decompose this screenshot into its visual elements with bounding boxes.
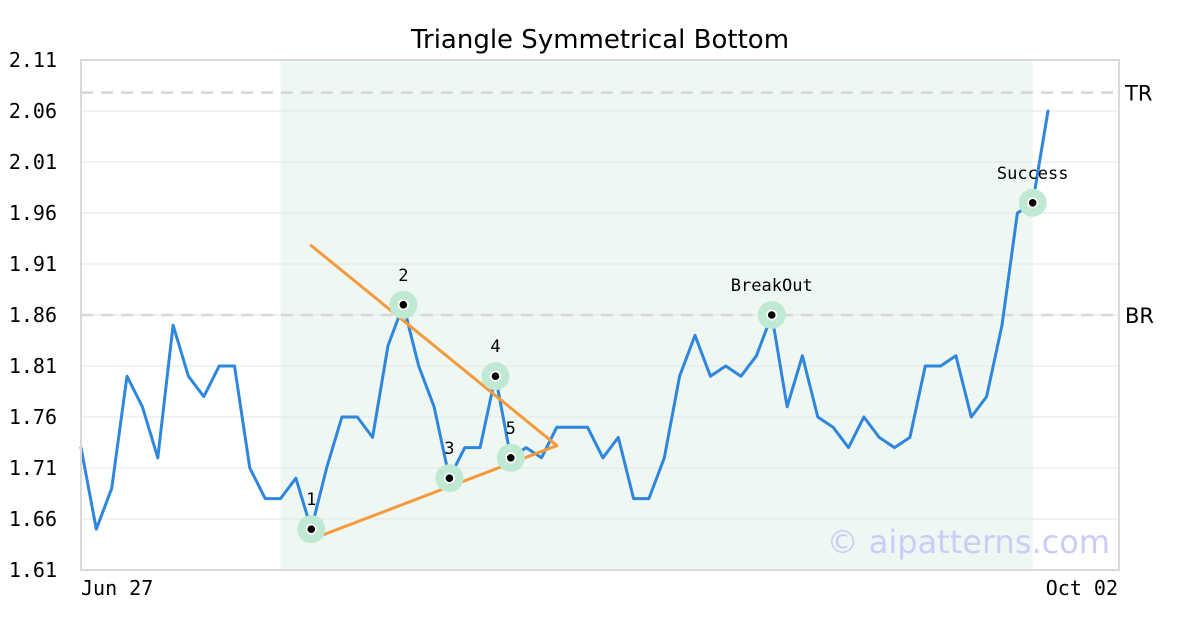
pattern-point-dot bbox=[445, 474, 454, 483]
watermark: © aipatterns.com bbox=[827, 523, 1110, 561]
pattern-point-label: 4 bbox=[490, 337, 500, 357]
pattern-point-label: 1 bbox=[306, 490, 316, 510]
plot-frame bbox=[80, 59, 1120, 571]
price-line bbox=[79, 109, 1050, 531]
y-tick-label: 1.91 bbox=[9, 252, 57, 276]
reference-line-label: TR bbox=[1124, 82, 1152, 106]
pattern-point-dot bbox=[1028, 199, 1037, 207]
pattern-point-dot bbox=[767, 311, 776, 319]
pattern-point-label: 2 bbox=[398, 266, 408, 286]
pattern-point-dot bbox=[507, 454, 515, 462]
pattern-point-dot bbox=[491, 372, 500, 381]
y-tick-label: 1.66 bbox=[9, 507, 57, 531]
pattern-point-label: BreakOut bbox=[731, 276, 813, 296]
pattern-markers-layer: 1 2 3 4 5 BreakOut Success bbox=[297, 164, 1069, 544]
y-tick-label: 1.81 bbox=[9, 354, 57, 378]
pattern-point-label: Success bbox=[997, 164, 1069, 184]
x-axis-ticks: Jun 27 Oct 02 bbox=[81, 576, 1118, 600]
trend-line bbox=[309, 244, 559, 448]
y-tick-label: 1.96 bbox=[9, 201, 57, 225]
x-tick-label: Jun 27 bbox=[81, 576, 153, 600]
y-tick-label: 2.11 bbox=[9, 48, 57, 72]
chart-title: Triangle Symmetrical Bottom bbox=[410, 25, 789, 55]
pattern-point-label: 5 bbox=[506, 419, 516, 439]
y-axis-ticks: 1.61 1.66 1.71 1.76 1.81 1.86 1.91 1.96 2.01 2.06… bbox=[9, 48, 57, 582]
y-tick-label: 1.76 bbox=[9, 405, 57, 429]
y-tick-label: 1.86 bbox=[9, 303, 57, 327]
reference-lines-layer: TR BR bbox=[81, 82, 1154, 328]
reference-line-label: BR bbox=[1125, 304, 1154, 328]
y-tick-label: 2.06 bbox=[9, 99, 57, 123]
y-tick-label: 2.01 bbox=[9, 150, 57, 174]
y-tick-label: 1.71 bbox=[9, 456, 57, 480]
series-layer bbox=[79, 109, 1050, 531]
x-tick-label: Oct 02 bbox=[1046, 576, 1118, 600]
pattern-point-dot bbox=[307, 525, 316, 533]
pattern-point-label: 3 bbox=[444, 439, 454, 459]
pattern-point-dot bbox=[399, 301, 408, 309]
y-tick-label: 1.61 bbox=[9, 558, 57, 582]
